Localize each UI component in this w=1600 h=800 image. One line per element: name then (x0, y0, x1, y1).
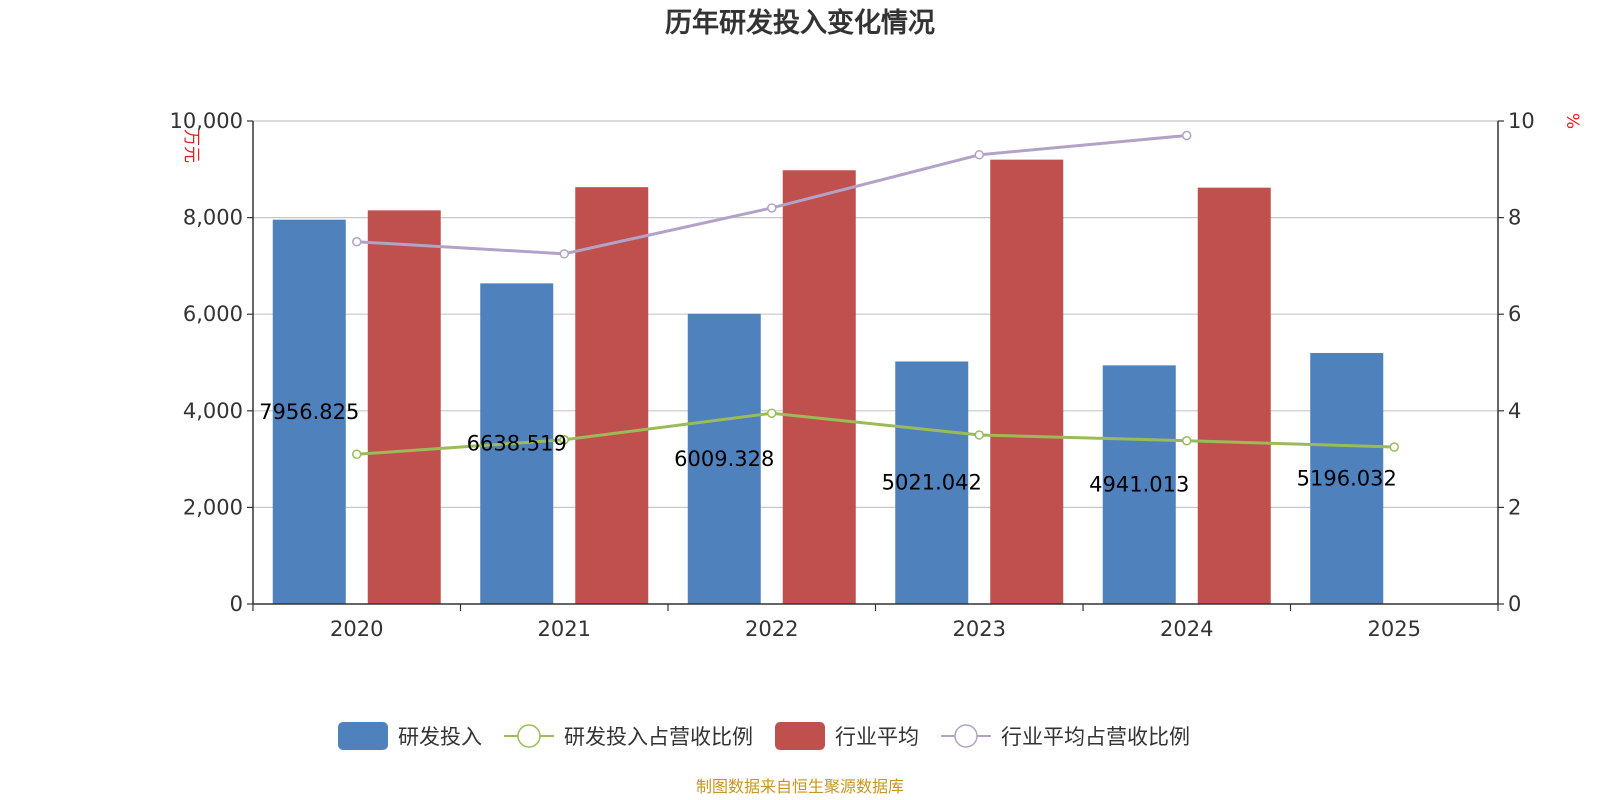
left-axis-tick-label: 8,000 (183, 206, 243, 230)
bar-industry-average (1197, 187, 1271, 605)
line-point (974, 150, 984, 160)
legend-label: 研发投入占营收比例 (564, 725, 753, 749)
right-axis-unit: % (1562, 113, 1582, 129)
legend-label: 研发投入 (398, 725, 482, 749)
bar-rd-investment (1102, 365, 1176, 604)
legend-label: 行业平均 (835, 725, 919, 749)
line-point (767, 203, 777, 213)
right-axis-tick-label: 8 (1508, 206, 1521, 230)
right-axis-tick-label: 2 (1508, 495, 1521, 519)
legend-label: 行业平均占营收比例 (1001, 725, 1190, 749)
data-label-layer: 7956.825 6638.519 6009.328 5021.042 4941.013… (259, 400, 1397, 497)
bar-data-label: 7956.825 (259, 400, 359, 424)
x-axis-tick-label: 2021 (538, 617, 591, 641)
legend: 研发投入 研发投入占营收比例 行业平均 行业平均占营收比例 (338, 722, 1190, 750)
legend-swatch-marker (517, 724, 541, 748)
axis-layer: 0 2,000 4,000 6,000 8,000 10,000 0 2 4 6 8 10 2020 20… (170, 109, 1535, 641)
source-note: 制图数据来自恒生聚源数据库 (696, 777, 904, 796)
bar-data-label: 4941.013 (1089, 473, 1189, 497)
x-axis-tick-label: 2025 (1368, 617, 1421, 641)
line-point (767, 408, 777, 418)
x-axis-tick-label: 2024 (1160, 617, 1213, 641)
line-point (559, 249, 569, 259)
grid-layer (253, 120, 1498, 508)
left-axis-tick-label: 2,000 (183, 495, 243, 519)
x-axis-tick-label: 2023 (953, 617, 1006, 641)
right-axis-tick-label: 0 (1508, 592, 1521, 616)
left-axis-tick-label: 0 (230, 592, 243, 616)
bar-industry-average (990, 159, 1064, 604)
bar-industry-average (575, 187, 649, 604)
left-axis-unit: 万元 (181, 129, 201, 163)
line-layer (352, 130, 1399, 460)
bar-industry-average (367, 210, 441, 605)
x-axis-tick-label: 2022 (745, 617, 798, 641)
bar-data-label: 5196.032 (1297, 467, 1397, 491)
legend-swatch-marker (954, 724, 978, 748)
line-point (352, 237, 362, 247)
left-axis-tick-label: 4,000 (183, 399, 243, 423)
left-axis-tick-label: 6,000 (183, 302, 243, 326)
right-axis-tick-label: 10 (1508, 109, 1535, 133)
right-axis-tick-label: 4 (1508, 399, 1521, 423)
bar-rd-investment (687, 313, 761, 604)
line-point (352, 449, 362, 460)
left-axis-tick-label: 10,000 (170, 109, 243, 133)
chart-title: 历年研发投入变化情况 (665, 7, 935, 39)
x-axis-tick-label: 2020 (330, 617, 383, 641)
bar-data-label: 5021.042 (882, 471, 982, 495)
bar-data-label: 6638.519 (467, 432, 567, 456)
bar-rd-investment (895, 361, 969, 604)
bar-layer (272, 159, 1384, 605)
line-point (1182, 435, 1192, 446)
line-point (1389, 442, 1399, 452)
line-point (974, 430, 984, 440)
line-rd-ratio (356, 411, 1395, 456)
line-point (559, 435, 569, 445)
bar-rd-investment (272, 219, 346, 604)
legend-swatch (338, 722, 388, 750)
bar-data-label: 6009.328 (674, 447, 774, 471)
line-point (1182, 130, 1192, 141)
bar-rd-investment (1310, 353, 1384, 604)
legend-swatch (775, 722, 825, 750)
right-axis-tick-label: 6 (1508, 302, 1521, 326)
bar-industry-average (782, 170, 856, 605)
